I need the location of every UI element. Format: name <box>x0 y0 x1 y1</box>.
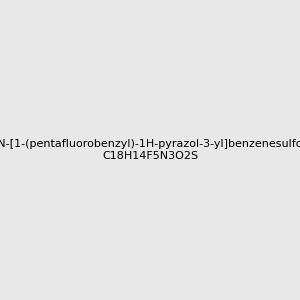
Text: 4-ethyl-N-[1-(pentafluorobenzyl)-1H-pyrazol-3-yl]benzenesulfonamide
C18H14F5N3O2: 4-ethyl-N-[1-(pentafluorobenzyl)-1H-pyra… <box>0 139 300 161</box>
